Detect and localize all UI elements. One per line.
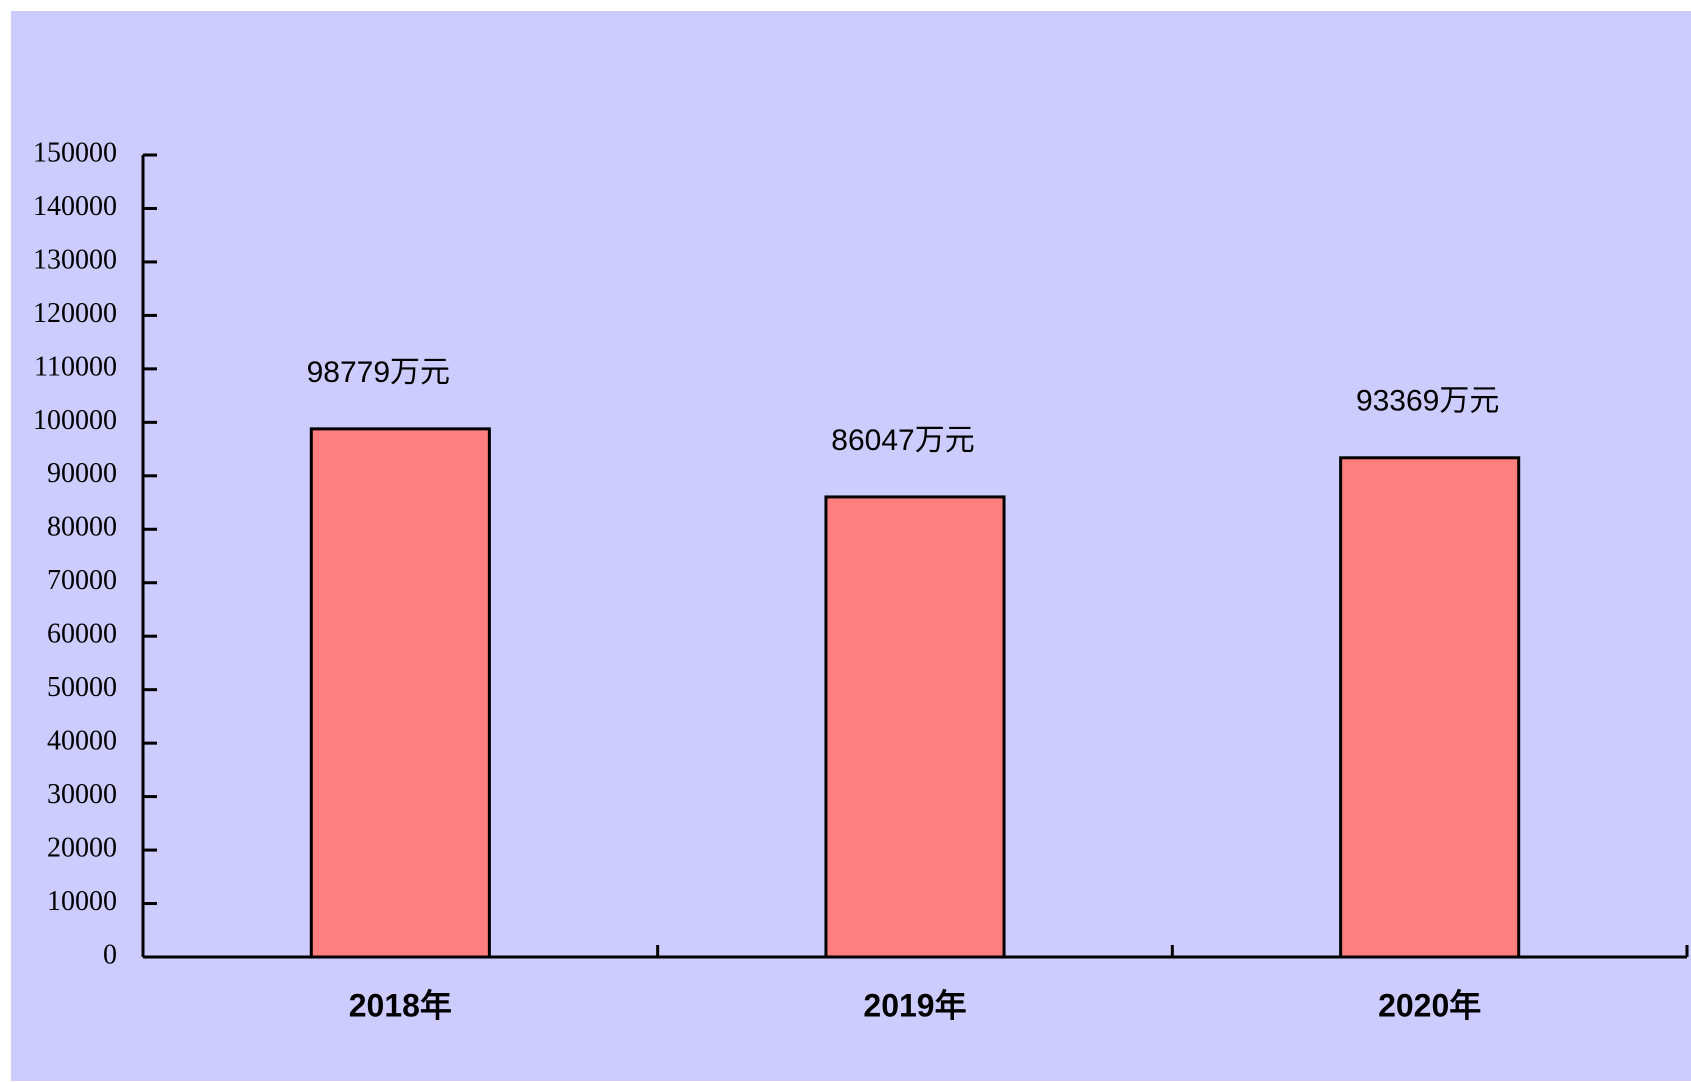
- y-tick-label: 10000: [47, 886, 117, 917]
- x-tick-label: 2019年: [863, 987, 966, 1023]
- x-tick-label: 2020年: [1378, 987, 1481, 1023]
- y-tick-label: 90000: [47, 458, 117, 489]
- y-tick-label: 110000: [34, 351, 117, 382]
- y-tick-label: 80000: [47, 512, 117, 543]
- bar: [309, 427, 491, 959]
- value-label: 98779万元: [307, 356, 450, 389]
- y-tick-label: 0: [103, 939, 117, 970]
- y-tick-label: 50000: [47, 672, 117, 703]
- y-tick-label: 120000: [33, 298, 117, 329]
- y-tick-label: 60000: [47, 619, 117, 650]
- bar: [824, 495, 1006, 959]
- y-tick-label: 150000: [33, 137, 117, 168]
- value-label: 93369万元: [1356, 385, 1499, 418]
- y-tick-label: 30000: [47, 779, 117, 810]
- y-tick-label: 140000: [33, 191, 117, 222]
- y-tick-label: 40000: [47, 726, 117, 757]
- y-tick-label: 70000: [47, 565, 117, 596]
- y-tick-label: 130000: [33, 244, 117, 275]
- y-tick-label: 20000: [47, 832, 117, 863]
- y-tick-label: 100000: [33, 405, 117, 436]
- bar: [1339, 456, 1521, 959]
- value-label: 86047万元: [831, 424, 974, 457]
- x-tick-label: 2018年: [349, 987, 452, 1023]
